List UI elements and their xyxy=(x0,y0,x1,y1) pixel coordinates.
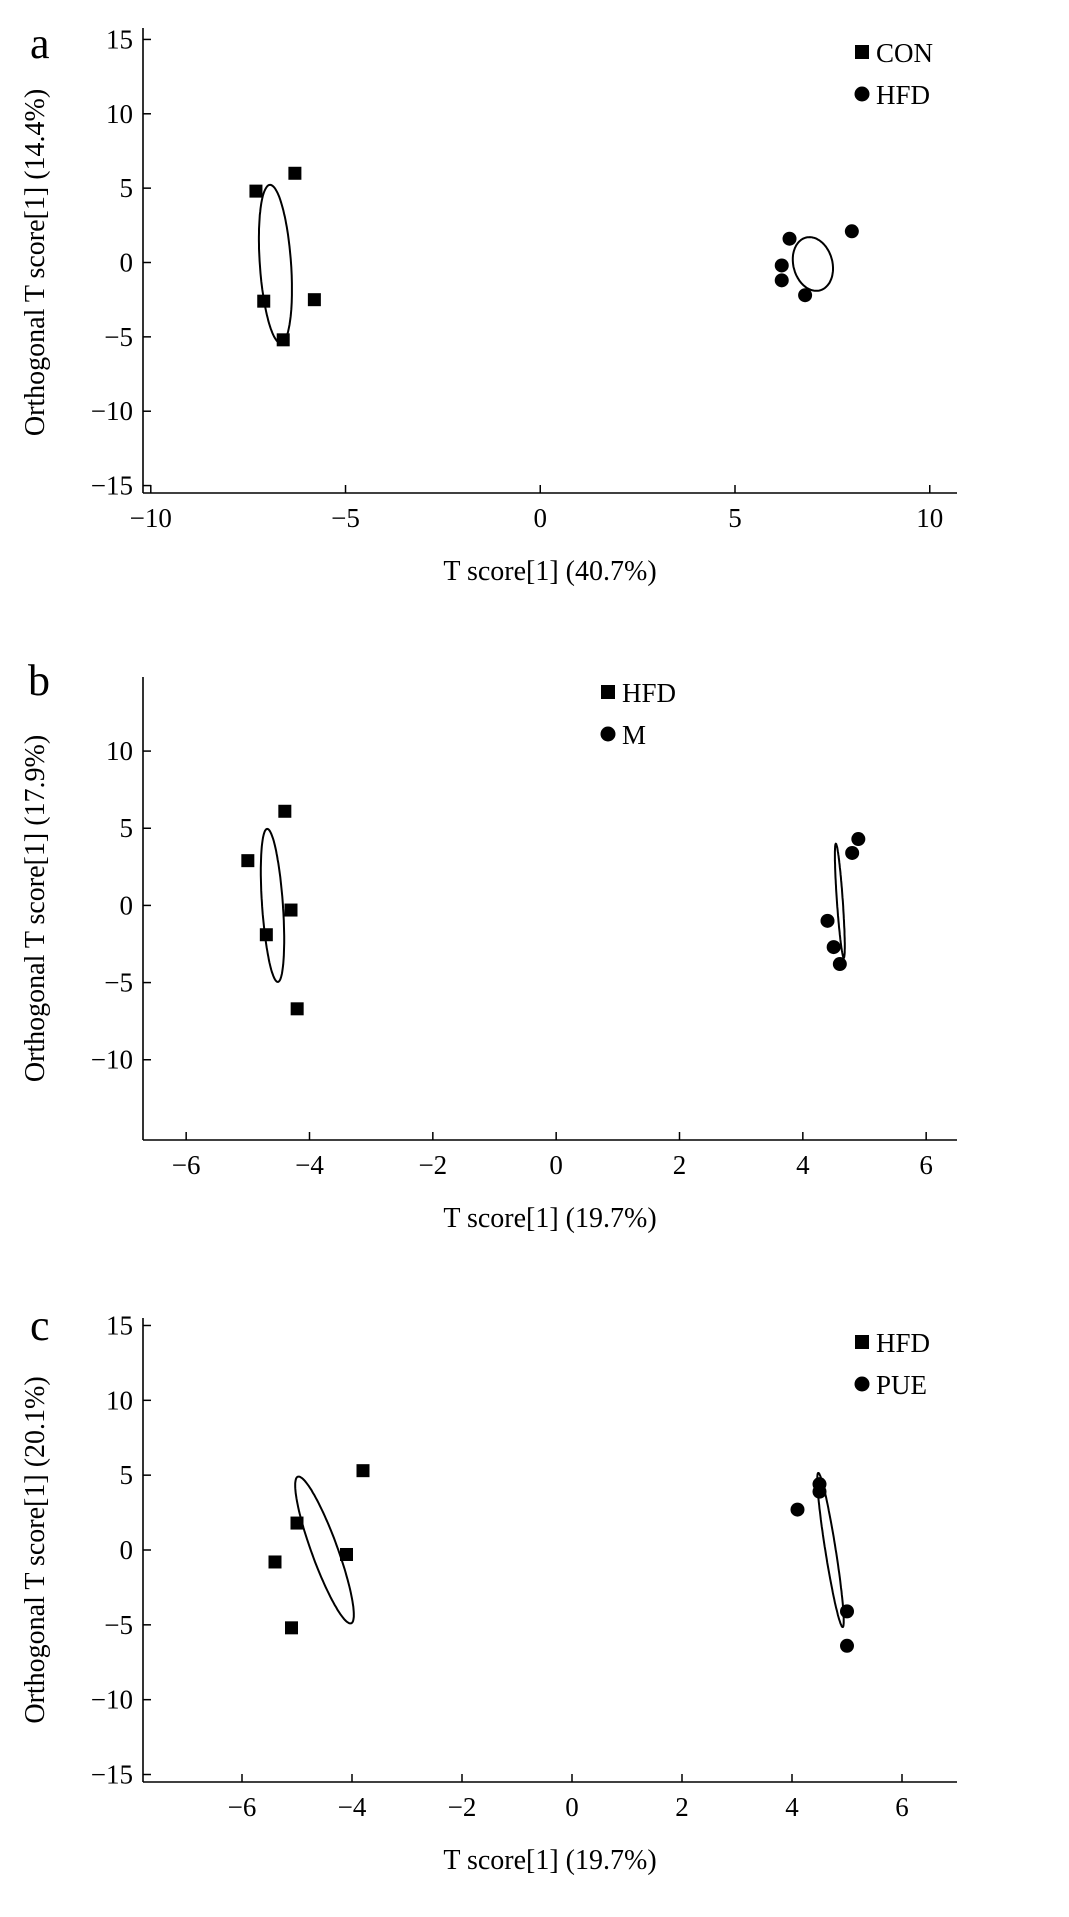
y-tick-label: 5 xyxy=(120,813,134,843)
data-point-con xyxy=(307,293,321,307)
x-tick-label: −4 xyxy=(338,1792,367,1822)
data-point-hfd xyxy=(798,288,813,303)
x-axis-label: T score[1] (40.7%) xyxy=(443,556,656,587)
x-tick-label: −2 xyxy=(448,1792,477,1822)
x-tick-label: 10 xyxy=(916,503,943,533)
y-tick-label: 10 xyxy=(106,99,133,129)
scatter-panel-b: b −6 −4 −2 0 2 4 6 10 5 0 −5 −10 T score[1] (19.7%) Or… xyxy=(20,656,957,1234)
data-point-pue xyxy=(840,1638,854,1653)
legend-label: HFD xyxy=(876,80,930,110)
data-point-pue xyxy=(790,1502,805,1517)
data-point-hfd xyxy=(774,273,789,288)
legend-marker-circle xyxy=(600,726,616,742)
confidence-ellipse-m xyxy=(833,842,846,959)
data-point-con xyxy=(257,294,271,308)
y-tick-label: 5 xyxy=(120,1460,134,1490)
data-point-hfd xyxy=(290,1002,304,1016)
legend-marker-circle xyxy=(854,1376,870,1392)
data-point-hfd xyxy=(774,258,789,273)
data-point-con xyxy=(249,184,263,198)
x-tick-label: 6 xyxy=(919,1150,933,1180)
legend-label: HFD xyxy=(622,678,676,708)
x-tick-label: 2 xyxy=(675,1792,689,1822)
data-point-hfd xyxy=(268,1555,282,1569)
data-point-hfd xyxy=(241,854,255,868)
y-axis-label: Orthogonal T score[1] (20.1%) xyxy=(20,1376,51,1723)
confidence-ellipse-hfd xyxy=(791,236,834,292)
data-point-m xyxy=(820,913,835,928)
panel-letter: b xyxy=(28,656,50,705)
x-tick-label: 0 xyxy=(565,1792,579,1822)
data-point-m xyxy=(851,832,866,847)
y-tick-label: 15 xyxy=(106,1310,133,1340)
y-tick-label: −15 xyxy=(91,1760,133,1790)
x-tick-label: −6 xyxy=(228,1792,257,1822)
y-axis-label: Orthogonal T score[1] (14.4%) xyxy=(20,89,51,436)
y-tick-label: 10 xyxy=(106,736,133,766)
x-tick-label: 4 xyxy=(796,1150,810,1180)
legend-label: PUE xyxy=(876,1370,927,1400)
y-tick-label: −15 xyxy=(91,471,133,501)
data-point-hfd xyxy=(340,1547,353,1561)
data-point-hfd xyxy=(782,231,797,246)
y-axis-label: Orthogonal T score[1] (17.9%) xyxy=(20,735,51,1082)
legend-marker-circle xyxy=(854,86,870,102)
y-tick-label: 0 xyxy=(120,890,134,920)
y-tick-label: 0 xyxy=(120,1535,134,1565)
scatter-panel-c: c −6 −4 −2 0 2 4 6 15 10 5 0 −5 −10 −15 T score[1] (19.… xyxy=(20,1301,957,1876)
x-axis-label: T score[1] (19.7%) xyxy=(443,1203,656,1234)
data-point-hfd xyxy=(259,928,273,942)
y-tick-label: 5 xyxy=(120,173,134,203)
x-tick-label: −4 xyxy=(295,1150,324,1180)
y-tick-label: −10 xyxy=(91,1685,133,1715)
y-tick-label: −10 xyxy=(91,1045,133,1075)
legend-marker-square xyxy=(855,1335,869,1349)
data-point-hfd xyxy=(284,903,298,917)
confidence-ellipse-hfd xyxy=(294,1475,355,1625)
data-point-con xyxy=(276,333,290,347)
x-tick-label: 4 xyxy=(785,1792,799,1822)
y-tick-label: −5 xyxy=(104,322,133,352)
x-tick-label: 5 xyxy=(728,503,742,533)
confidence-ellipse-con xyxy=(257,183,293,345)
data-point-m xyxy=(845,845,860,860)
data-point-hfd xyxy=(290,1516,304,1530)
x-tick-label: 0 xyxy=(534,503,548,533)
y-tick-label: 0 xyxy=(120,248,134,278)
x-tick-label: 6 xyxy=(895,1792,909,1822)
x-tick-label: −2 xyxy=(418,1150,447,1180)
x-tick-label: −6 xyxy=(172,1150,201,1180)
y-tick-label: 15 xyxy=(106,24,133,54)
x-axis-label: T score[1] (19.7%) xyxy=(443,1845,656,1876)
data-point-hfd xyxy=(844,224,859,239)
x-tick-label: 2 xyxy=(673,1150,687,1180)
data-point-m xyxy=(832,957,847,972)
legend-marker-square xyxy=(855,45,869,59)
data-point-con xyxy=(288,166,302,180)
y-tick-label: −10 xyxy=(91,396,133,426)
data-point-pue xyxy=(840,1604,854,1619)
panel-letter: a xyxy=(30,19,50,68)
x-tick-label: −5 xyxy=(331,503,360,533)
data-point-hfd xyxy=(285,1621,298,1635)
legend-label: HFD xyxy=(876,1328,930,1358)
y-tick-label: 10 xyxy=(106,1385,133,1415)
x-tick-label: −10 xyxy=(130,503,172,533)
y-tick-label: −5 xyxy=(104,968,133,998)
legend-marker-square xyxy=(601,685,615,699)
data-point-pue xyxy=(812,1484,827,1499)
confidence-ellipse-pue xyxy=(816,1472,845,1628)
legend-label: M xyxy=(622,720,646,750)
panel-letter: c xyxy=(30,1301,50,1350)
y-tick-label: −5 xyxy=(104,1610,133,1640)
data-point-m xyxy=(826,940,841,955)
data-point-hfd xyxy=(278,804,292,818)
legend-label: CON xyxy=(876,38,933,68)
confidence-ellipse-hfd xyxy=(259,827,286,983)
x-tick-label: 0 xyxy=(549,1150,563,1180)
data-point-hfd xyxy=(356,1464,370,1478)
